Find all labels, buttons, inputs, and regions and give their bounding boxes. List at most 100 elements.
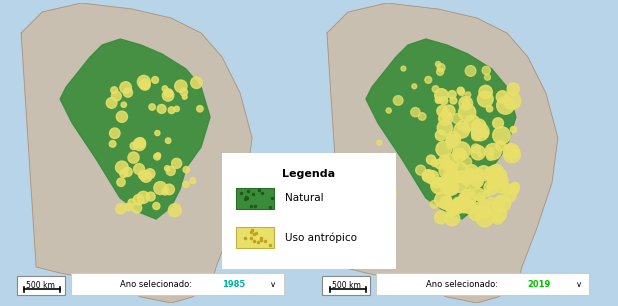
Circle shape bbox=[431, 178, 441, 188]
Circle shape bbox=[182, 94, 187, 99]
Circle shape bbox=[479, 207, 489, 217]
Circle shape bbox=[435, 192, 451, 208]
Circle shape bbox=[452, 148, 466, 162]
Circle shape bbox=[506, 145, 512, 152]
Circle shape bbox=[488, 197, 494, 203]
Circle shape bbox=[116, 161, 129, 174]
Text: Legenda: Legenda bbox=[282, 169, 336, 179]
Circle shape bbox=[472, 131, 481, 140]
Circle shape bbox=[432, 86, 439, 92]
Circle shape bbox=[503, 92, 521, 110]
Circle shape bbox=[146, 192, 155, 201]
Circle shape bbox=[461, 154, 467, 159]
Circle shape bbox=[121, 102, 127, 107]
Circle shape bbox=[465, 165, 478, 177]
Circle shape bbox=[463, 200, 469, 207]
Circle shape bbox=[437, 106, 448, 117]
Circle shape bbox=[153, 203, 160, 210]
Circle shape bbox=[461, 157, 472, 167]
Text: ∨: ∨ bbox=[270, 280, 276, 289]
Circle shape bbox=[120, 82, 132, 93]
Circle shape bbox=[425, 76, 432, 83]
Circle shape bbox=[111, 91, 121, 101]
Circle shape bbox=[472, 188, 485, 201]
Circle shape bbox=[449, 164, 457, 172]
Circle shape bbox=[445, 211, 460, 226]
Circle shape bbox=[447, 143, 453, 149]
Circle shape bbox=[386, 108, 391, 113]
Circle shape bbox=[471, 145, 485, 160]
Circle shape bbox=[190, 178, 196, 184]
Circle shape bbox=[465, 115, 480, 131]
Circle shape bbox=[460, 173, 473, 185]
Circle shape bbox=[458, 120, 468, 131]
Circle shape bbox=[418, 113, 426, 120]
Circle shape bbox=[434, 89, 448, 102]
Circle shape bbox=[183, 181, 189, 188]
Circle shape bbox=[163, 90, 174, 101]
Circle shape bbox=[156, 153, 161, 158]
Circle shape bbox=[166, 166, 176, 176]
Circle shape bbox=[137, 191, 150, 203]
Circle shape bbox=[180, 88, 187, 96]
Circle shape bbox=[463, 125, 470, 133]
Circle shape bbox=[497, 97, 514, 114]
Circle shape bbox=[477, 192, 485, 200]
Circle shape bbox=[145, 169, 155, 179]
Circle shape bbox=[454, 122, 470, 138]
Circle shape bbox=[152, 76, 159, 83]
Circle shape bbox=[446, 131, 460, 146]
Circle shape bbox=[504, 146, 520, 163]
Circle shape bbox=[133, 195, 144, 205]
Circle shape bbox=[431, 178, 447, 194]
Circle shape bbox=[440, 177, 458, 195]
Polygon shape bbox=[21, 3, 252, 303]
Circle shape bbox=[485, 169, 491, 175]
Circle shape bbox=[443, 180, 459, 195]
Circle shape bbox=[459, 104, 476, 121]
Circle shape bbox=[154, 153, 161, 160]
Circle shape bbox=[140, 170, 152, 182]
Circle shape bbox=[472, 119, 486, 133]
Circle shape bbox=[479, 206, 491, 218]
Circle shape bbox=[488, 166, 502, 180]
Circle shape bbox=[486, 169, 504, 185]
Circle shape bbox=[439, 162, 455, 179]
Circle shape bbox=[387, 191, 396, 200]
Circle shape bbox=[489, 170, 502, 183]
Circle shape bbox=[116, 204, 126, 214]
Circle shape bbox=[485, 74, 491, 80]
FancyBboxPatch shape bbox=[219, 151, 399, 272]
Circle shape bbox=[137, 75, 150, 88]
Circle shape bbox=[412, 84, 417, 89]
FancyBboxPatch shape bbox=[323, 276, 370, 296]
Circle shape bbox=[443, 161, 455, 173]
Circle shape bbox=[479, 85, 493, 99]
Circle shape bbox=[411, 107, 420, 117]
Circle shape bbox=[472, 123, 489, 141]
Circle shape bbox=[133, 164, 145, 174]
Circle shape bbox=[425, 170, 439, 184]
Circle shape bbox=[476, 209, 485, 218]
Circle shape bbox=[168, 107, 175, 114]
Circle shape bbox=[452, 201, 465, 214]
Circle shape bbox=[462, 98, 470, 106]
Circle shape bbox=[109, 140, 116, 147]
Circle shape bbox=[139, 79, 150, 90]
Circle shape bbox=[157, 104, 166, 114]
Circle shape bbox=[447, 186, 453, 192]
Circle shape bbox=[457, 150, 465, 157]
Circle shape bbox=[453, 198, 465, 210]
Polygon shape bbox=[327, 3, 558, 303]
Circle shape bbox=[442, 170, 460, 188]
Circle shape bbox=[387, 187, 396, 196]
Circle shape bbox=[117, 178, 125, 186]
Circle shape bbox=[435, 159, 444, 169]
Circle shape bbox=[450, 97, 457, 104]
Text: Uso antrópico: Uso antrópico bbox=[285, 233, 357, 243]
Circle shape bbox=[504, 190, 516, 202]
Circle shape bbox=[111, 87, 117, 94]
Text: 500 km: 500 km bbox=[26, 281, 55, 290]
Circle shape bbox=[457, 171, 468, 182]
Circle shape bbox=[493, 127, 510, 144]
